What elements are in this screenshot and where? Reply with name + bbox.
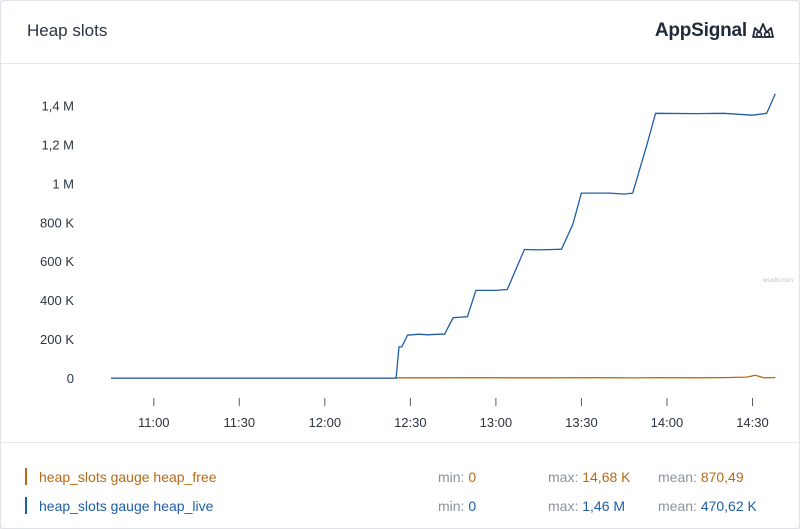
legend-max: max: 1,46 M bbox=[548, 498, 626, 514]
x-tick-label: 11:30 bbox=[224, 415, 256, 430]
y-tick-label: 1,2 M bbox=[41, 137, 74, 152]
legend-row-heap-live[interactable]: heap_slots gauge heap_live min: 0 max: 1… bbox=[1, 495, 799, 517]
heap-slots-chart[interactable]: 0 200 K 400 K 600 K 800 K 1 M 1,2 M 1,4 M 11:00… bbox=[1, 64, 799, 442]
x-tick-label: 14:00 bbox=[651, 415, 684, 430]
appsignal-crown-icon bbox=[752, 23, 774, 38]
x-tick-label: 12:30 bbox=[394, 415, 427, 430]
x-axis: 11:00 11:30 12:00 12:30 13:00 13:30 14:00 14:30 bbox=[138, 398, 769, 430]
legend-series-name: heap_slots gauge heap_free bbox=[39, 469, 217, 485]
x-tick-label: 13:00 bbox=[480, 415, 513, 430]
chart-area[interactable]: 0 200 K 400 K 600 K 800 K 1 M 1,2 M 1,4 M 11:00… bbox=[1, 64, 799, 442]
legend-row-heap-free[interactable]: heap_slots gauge heap_free min: 0 max: 1… bbox=[1, 466, 799, 488]
watermark: wsxdn.com bbox=[762, 278, 793, 284]
y-tick-label: 400 K bbox=[40, 293, 74, 308]
y-axis: 0 200 K 400 K 600 K 800 K 1 M 1,2 M 1,4 M bbox=[40, 98, 74, 386]
appsignal-logo: AppSignal bbox=[655, 20, 775, 42]
legend-mean: mean: 470,62 K bbox=[658, 498, 757, 514]
legend-min: min: 0 bbox=[438, 469, 477, 485]
x-tick-label: 13:30 bbox=[565, 415, 598, 430]
y-tick-label: 1,4 M bbox=[41, 98, 74, 113]
x-tick-label: 12:00 bbox=[309, 415, 342, 430]
chart-legend: heap_slots gauge heap_free min: 0 max: 1… bbox=[1, 442, 799, 529]
heap-live-swatch bbox=[25, 497, 27, 514]
legend-series-name: heap_slots gauge heap_live bbox=[39, 498, 214, 514]
y-tick-label: 200 K bbox=[40, 332, 74, 347]
series-layer bbox=[111, 93, 776, 379]
y-tick-label: 0 bbox=[67, 371, 74, 386]
y-tick-label: 600 K bbox=[40, 254, 74, 269]
heap-free-swatch bbox=[25, 468, 27, 485]
chart-title: Heap slots bbox=[27, 21, 108, 40]
legend-min: min: 0 bbox=[438, 498, 477, 514]
legend-mean: mean: 870,49 bbox=[658, 469, 744, 485]
y-tick-label: 1 M bbox=[52, 176, 74, 191]
brand-name: AppSignal bbox=[654, 20, 747, 41]
series-line-heap-live bbox=[111, 93, 776, 379]
y-tick-label: 800 K bbox=[40, 215, 74, 230]
series-line-heap-free bbox=[111, 374, 776, 379]
legend-max: max: 14,68 K bbox=[548, 469, 631, 485]
x-tick-label: 14:30 bbox=[736, 415, 769, 430]
card-header: Heap slots AppSignal bbox=[1, 1, 799, 64]
x-tick-label: 11:00 bbox=[138, 415, 170, 430]
